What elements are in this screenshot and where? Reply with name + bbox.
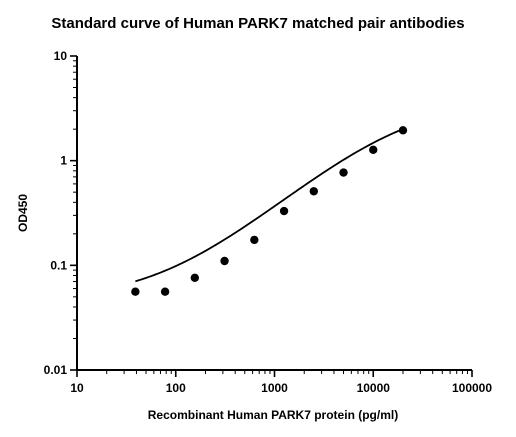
chart-title: Standard curve of Human PARK7 matched pa… <box>51 15 464 32</box>
data-point <box>250 235 259 245</box>
y-tick-label: 0.1 <box>50 258 67 272</box>
x-tick-label: 100 <box>166 381 186 395</box>
data-point <box>190 273 200 283</box>
y-tick-label: 1 <box>60 154 67 168</box>
data-points-layer <box>131 126 408 296</box>
data-point <box>220 256 229 266</box>
data-point <box>279 206 289 216</box>
axes: 10 100 1000 10000 100000 0.01 0.1 1 10 <box>44 49 493 395</box>
data-point <box>339 168 348 177</box>
data-point <box>309 187 318 196</box>
data-point <box>369 145 378 155</box>
x-tick-label: 10 <box>70 381 84 395</box>
y-tick-label: 0.01 <box>44 363 68 377</box>
y-axis-label: OD450 <box>16 194 30 232</box>
fit-curve-layer <box>135 128 404 283</box>
x-axis-label: Recombinant Human PARK7 protein (pg/ml) <box>148 408 398 422</box>
fit-curve-line <box>135 128 404 283</box>
data-point <box>131 287 140 296</box>
x-tick-label: 10000 <box>357 381 391 395</box>
x-tick-label: 1000 <box>261 381 288 395</box>
y-tick-label: 10 <box>54 49 68 63</box>
data-point <box>398 126 408 135</box>
data-point <box>160 287 170 296</box>
x-tick-label: 100000 <box>452 381 492 395</box>
